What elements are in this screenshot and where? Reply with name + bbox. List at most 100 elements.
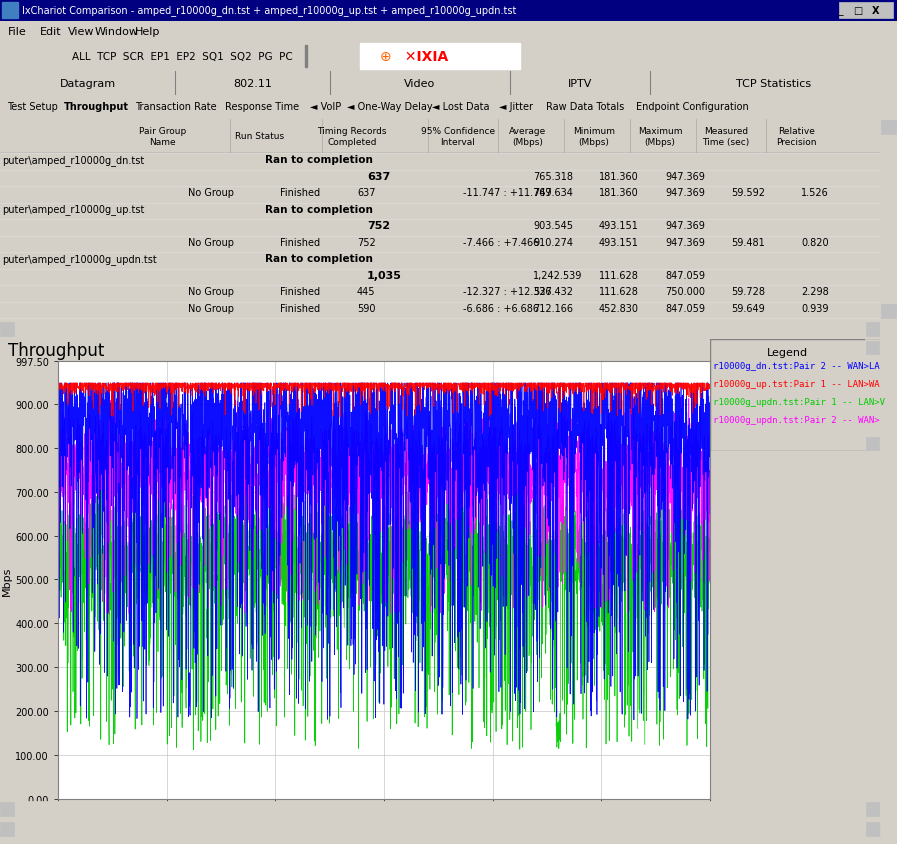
Text: 0.820: 0.820 (801, 237, 829, 247)
Text: _: _ (837, 6, 843, 16)
Text: Relative
Precision: Relative Precision (776, 127, 816, 147)
Text: TCP Statistics: TCP Statistics (736, 78, 811, 89)
Text: Minimum
(Mbps): Minimum (Mbps) (573, 127, 615, 147)
Text: Finished: Finished (280, 188, 319, 198)
Bar (330, 46, 348, 68)
Bar (2, 46, 20, 68)
Y-axis label: Mbps: Mbps (3, 565, 13, 595)
Text: Average
(Mbps): Average (Mbps) (509, 127, 546, 147)
Bar (875, 3, 893, 19)
Text: 910.274: 910.274 (533, 237, 573, 247)
Bar (310, 46, 328, 68)
Text: puter\amped_r10000g_up.tst: puter\amped_r10000g_up.tst (2, 204, 144, 215)
Text: Ran to completion: Ran to completion (265, 254, 372, 264)
Bar (0, 822, 14, 836)
Text: 493.151: 493.151 (599, 221, 639, 231)
Text: ◄ VoIP: ◄ VoIP (310, 102, 342, 112)
Text: 947.369: 947.369 (665, 237, 705, 247)
Bar (305, 46, 307, 68)
Text: Datagram: Datagram (59, 78, 116, 89)
Text: 947.369: 947.369 (665, 171, 705, 181)
Text: 769.634: 769.634 (533, 188, 573, 198)
Text: ◄ One-Way Delay: ◄ One-Way Delay (347, 102, 433, 112)
Bar (857, 3, 875, 19)
Text: Ran to completion: Ran to completion (265, 155, 372, 165)
Text: Maximum
(Mbps): Maximum (Mbps) (638, 127, 683, 147)
Text: Throughput: Throughput (64, 102, 128, 112)
Text: 181.360: 181.360 (599, 171, 639, 181)
Text: No Group: No Group (187, 237, 234, 247)
Text: No Group: No Group (187, 303, 234, 313)
Text: -12.327 : +12.327: -12.327 : +12.327 (463, 287, 552, 297)
Text: Timing Records
Completed: Timing Records Completed (318, 127, 387, 147)
Text: IPTV: IPTV (568, 78, 592, 89)
Text: X: X (872, 6, 880, 16)
Text: 847.059: 847.059 (665, 270, 705, 280)
Text: 111.628: 111.628 (599, 287, 639, 297)
Text: puter\amped_r10000g_updn.tst: puter\amped_r10000g_updn.tst (2, 253, 157, 264)
Text: Test Setup: Test Setup (6, 102, 57, 112)
Text: r10000g_up.tst:Pair 1 -- LAN>WA: r10000g_up.tst:Pair 1 -- LAN>WA (713, 380, 880, 388)
Text: -7.466 : +7.466: -7.466 : +7.466 (463, 237, 539, 247)
Bar (866, 322, 880, 337)
Text: ⊕: ⊕ (380, 50, 392, 64)
Text: Edit: Edit (40, 27, 62, 37)
Bar (839, 3, 857, 19)
Text: Throughput: Throughput (8, 342, 104, 360)
Text: 0.939: 0.939 (801, 303, 829, 313)
Text: -6.686 : +6.686: -6.686 : +6.686 (463, 303, 538, 313)
Text: 752: 752 (357, 237, 376, 247)
Text: puter\amped_r10000g_dn.tst: puter\amped_r10000g_dn.tst (2, 154, 144, 165)
Text: 59.481: 59.481 (731, 237, 765, 247)
Text: Ran to completion: Ran to completion (265, 204, 372, 214)
Text: 752: 752 (367, 221, 390, 231)
Bar (360, 44, 520, 70)
Text: r10000g_updn.tst:Pair 2 -- WAN>: r10000g_updn.tst:Pair 2 -- WAN> (713, 415, 880, 425)
Text: 181.360: 181.360 (599, 188, 639, 198)
Text: 802.11: 802.11 (233, 78, 272, 89)
Bar (866, 437, 879, 451)
Text: Video: Video (405, 78, 436, 89)
Text: Finished: Finished (280, 287, 319, 297)
Bar (880, 822, 897, 836)
Text: 536.432: 536.432 (533, 287, 573, 297)
Text: Finished: Finished (280, 303, 319, 313)
Bar (24, 46, 42, 68)
Text: No Group: No Group (187, 287, 234, 297)
Text: Transaction Rate: Transaction Rate (135, 102, 217, 112)
Text: 95% Confidence
Interval: 95% Confidence Interval (421, 127, 494, 147)
Bar (866, 342, 879, 354)
Text: 765.318: 765.318 (533, 171, 573, 181)
Text: 2.298: 2.298 (801, 287, 829, 297)
Bar (0, 822, 880, 836)
Text: ALL  TCP  SCR  EP1  EP2  SQ1  SQ2  PG  PC: ALL TCP SCR EP1 EP2 SQ1 SQ2 PG PC (72, 52, 292, 62)
Text: View: View (68, 27, 94, 37)
Bar (2, 3, 18, 19)
Text: r10000g_dn.tst:Pair 2 -- WAN>LA: r10000g_dn.tst:Pair 2 -- WAN>LA (713, 361, 880, 371)
X-axis label: Elapsed time (h:mm:ss): Elapsed time (h:mm:ss) (318, 824, 450, 834)
Text: 1,035: 1,035 (367, 270, 402, 280)
Text: 445: 445 (357, 287, 376, 297)
Bar (865, 339, 880, 452)
Bar (46, 46, 64, 68)
Bar (0, 802, 14, 816)
Text: Legend: Legend (766, 348, 807, 358)
Text: r10000g_updn.tst:Pair 1 -- LAN>V: r10000g_updn.tst:Pair 1 -- LAN>V (713, 398, 885, 407)
Text: IxChariot Comparison - amped_r10000g_dn.tst + amped_r10000g_up.tst + amped_r1000: IxChariot Comparison - amped_r10000g_dn.… (22, 6, 517, 16)
Text: 590: 590 (357, 303, 376, 313)
Text: Run Status: Run Status (235, 133, 284, 141)
Bar (881, 305, 896, 319)
Text: No Group: No Group (187, 188, 234, 198)
Text: 59.649: 59.649 (731, 303, 765, 313)
Text: 493.151: 493.151 (599, 237, 639, 247)
Text: 750.000: 750.000 (665, 287, 705, 297)
Text: 111.628: 111.628 (599, 270, 639, 280)
Text: -11.747 : +11.747: -11.747 : +11.747 (463, 188, 552, 198)
Text: Finished: Finished (280, 237, 319, 247)
Text: 847.059: 847.059 (665, 303, 705, 313)
Text: Pair Group
Name: Pair Group Name (139, 127, 187, 147)
Text: 637: 637 (367, 171, 390, 181)
Text: 903.545: 903.545 (533, 221, 573, 231)
Text: Response Time: Response Time (225, 102, 299, 112)
Text: Endpoint Configuration: Endpoint Configuration (636, 102, 749, 112)
